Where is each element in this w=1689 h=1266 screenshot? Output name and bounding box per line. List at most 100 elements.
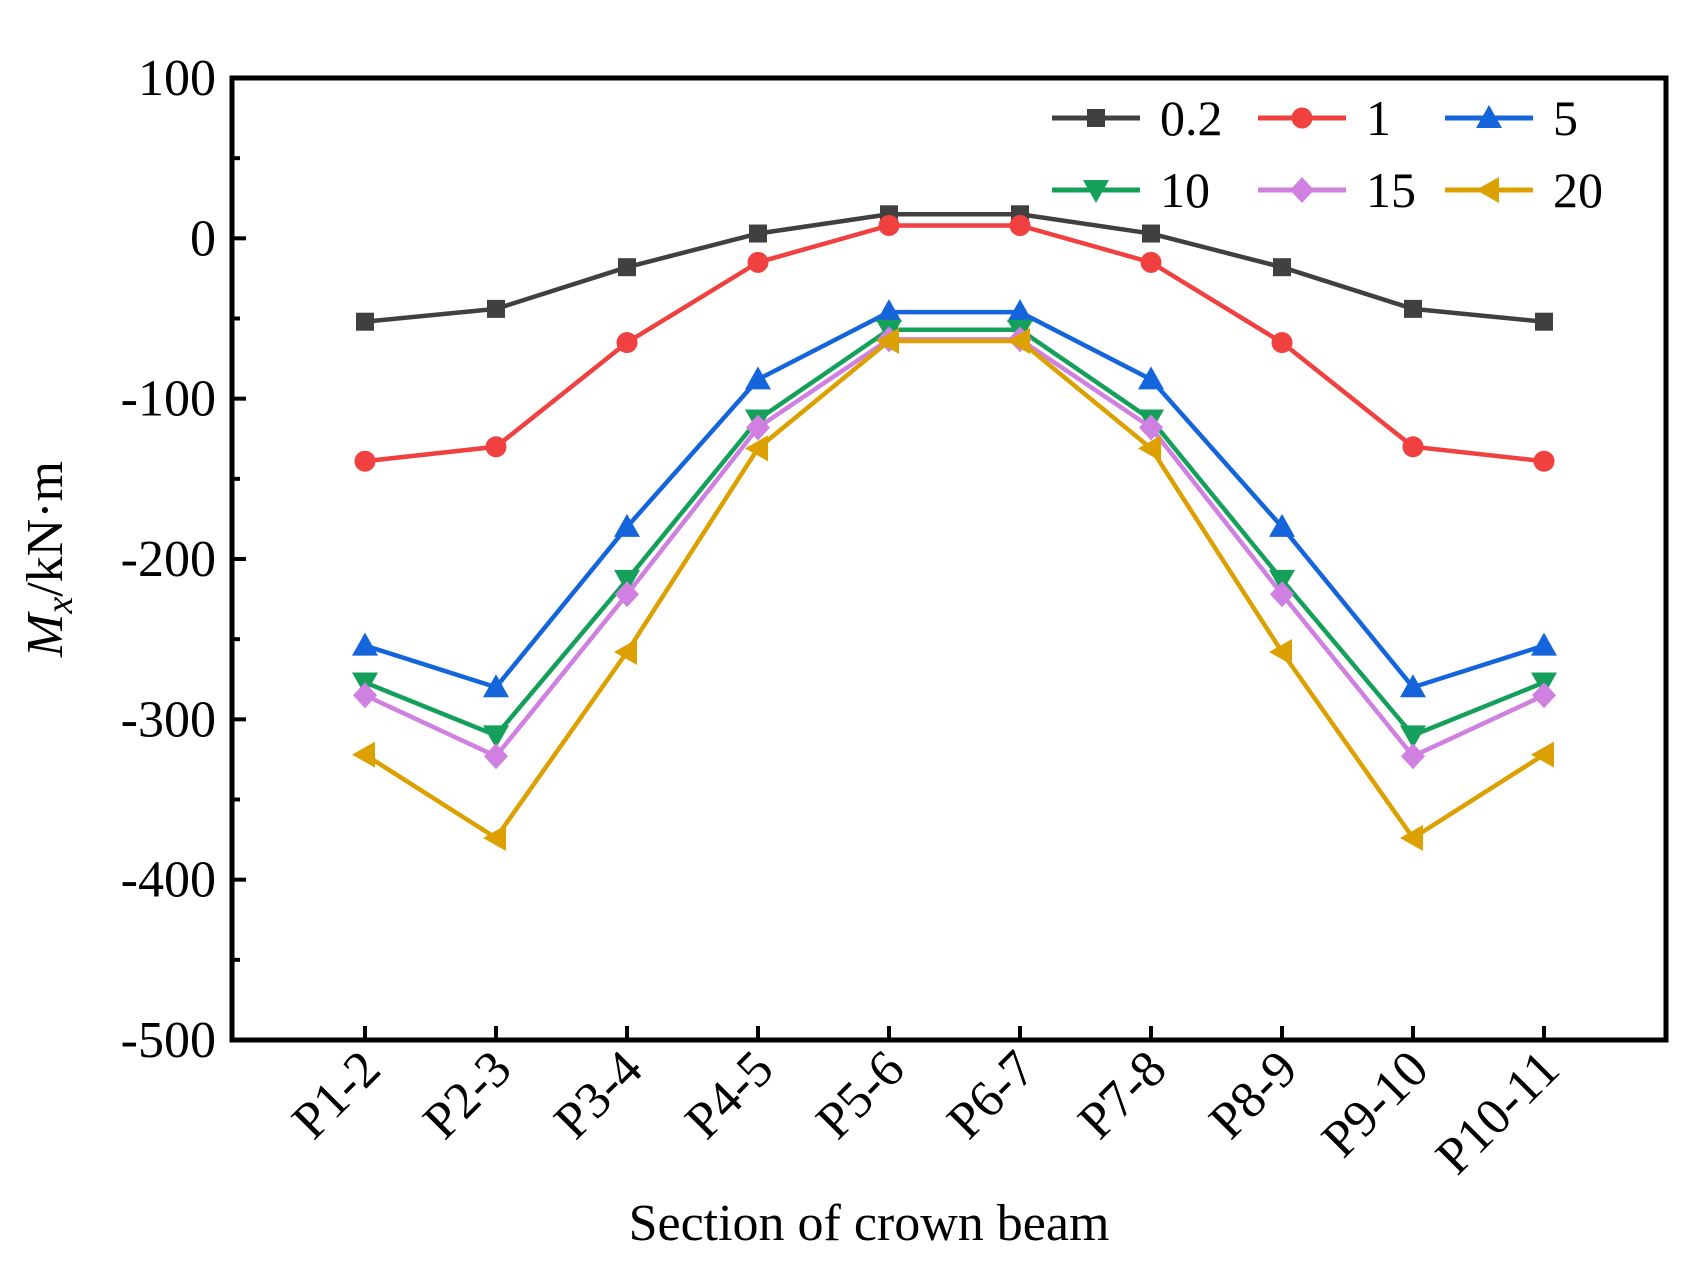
legend: 0.2 1 5 10 15 20 xyxy=(1052,90,1603,218)
legend-item-1: 1 xyxy=(1258,90,1391,146)
data-point xyxy=(876,299,902,323)
data-point xyxy=(1142,224,1160,243)
data-point xyxy=(615,581,639,608)
data-point xyxy=(745,366,771,390)
data-point xyxy=(616,332,638,354)
legend-marker xyxy=(1087,109,1105,127)
legend-marker xyxy=(1290,177,1314,203)
legend-label: 15 xyxy=(1366,162,1416,218)
data-point xyxy=(745,435,768,462)
series-1 xyxy=(354,215,1555,472)
x-tick-label: P4-5 xyxy=(675,1040,785,1150)
x-tick-label: P3-4 xyxy=(544,1040,654,1150)
data-point xyxy=(1531,632,1557,656)
data-point xyxy=(1401,743,1425,770)
x-tick-label: P8-9 xyxy=(1199,1040,1309,1150)
series-0.2 xyxy=(356,205,1553,331)
data-point xyxy=(487,299,505,318)
y-axis-ticks: -500 -400 -300 -200 -100 0 100 xyxy=(121,50,246,1069)
series-line xyxy=(364,337,1545,759)
x-tick-label: P5-6 xyxy=(806,1040,916,1150)
data-point xyxy=(352,632,378,656)
series-10 xyxy=(352,319,1557,749)
series-layer xyxy=(352,205,1557,851)
data-point xyxy=(1140,251,1162,273)
data-point xyxy=(1270,581,1294,608)
data-point xyxy=(356,312,374,331)
data-point xyxy=(878,215,900,237)
y-tick-label: -300 xyxy=(121,691,216,748)
x-tick-label: P9-10 xyxy=(1311,1040,1439,1168)
series-line xyxy=(363,338,1546,841)
data-point xyxy=(1400,674,1426,698)
y-tick-label: -400 xyxy=(121,852,216,909)
legend-item-10: 10 xyxy=(1052,162,1210,218)
data-point xyxy=(1269,513,1295,537)
y-axis-title-subscript: x xyxy=(39,597,81,615)
data-point xyxy=(483,674,509,698)
x-tick-label: P6-7 xyxy=(937,1040,1047,1150)
data-point xyxy=(1271,332,1293,354)
legend-label: 0.2 xyxy=(1160,90,1223,146)
x-axis-title: Section of crown beam xyxy=(629,1195,1110,1252)
data-point xyxy=(876,327,899,354)
x-tick-label: P10-11 xyxy=(1425,1040,1570,1185)
y-tick-label: 100 xyxy=(138,50,216,107)
x-tick-label: P2-3 xyxy=(413,1040,523,1150)
data-point xyxy=(1404,299,1422,318)
data-point xyxy=(1400,725,1426,749)
x-tick-label: P1-2 xyxy=(282,1040,392,1150)
data-point xyxy=(1269,638,1292,665)
data-point xyxy=(352,741,375,768)
data-point xyxy=(1531,741,1554,768)
data-point xyxy=(485,436,507,458)
data-point xyxy=(747,251,769,273)
plot-area-frame xyxy=(229,75,1669,1043)
data-point xyxy=(483,824,506,851)
data-point xyxy=(1009,215,1031,237)
data-point xyxy=(1400,824,1423,851)
series-line xyxy=(364,212,1545,324)
data-point xyxy=(1273,258,1291,277)
data-point xyxy=(484,743,508,770)
y-tick-label: -500 xyxy=(121,1012,216,1069)
data-point xyxy=(618,258,636,277)
series-line xyxy=(364,223,1545,464)
legend-marker xyxy=(1476,177,1499,203)
y-tick-label: -100 xyxy=(121,371,216,428)
legend-item-0.2: 0.2 xyxy=(1052,90,1223,146)
data-point xyxy=(1532,682,1556,709)
data-point xyxy=(614,638,637,665)
y-tick-label: 0 xyxy=(190,210,216,267)
data-point xyxy=(483,725,509,749)
data-point xyxy=(1007,299,1033,323)
legend-label: 1 xyxy=(1366,90,1391,146)
series-5 xyxy=(352,299,1557,698)
x-tick-label: P7-8 xyxy=(1068,1040,1178,1150)
legend-item-20: 20 xyxy=(1445,162,1603,218)
data-point xyxy=(1533,450,1555,472)
data-point xyxy=(1535,312,1553,331)
y-axis-title-main: M xyxy=(17,611,74,658)
data-point xyxy=(1138,435,1161,462)
data-point xyxy=(354,450,376,472)
x-axis-ticks: P1-2 P2-3 P3-4 P4-5 P5-6 P6-7 P7-8 P8-9 P9-10P10… xyxy=(282,1026,1570,1185)
series-15 xyxy=(353,326,1556,770)
y-axis-title: Mx/kN·m xyxy=(17,461,81,658)
legend-marker xyxy=(1476,105,1502,128)
legend-item-5: 5 xyxy=(1445,90,1578,146)
y-tick-label: -200 xyxy=(121,531,216,588)
legend-marker xyxy=(1291,107,1313,129)
data-point xyxy=(1138,366,1164,390)
data-point xyxy=(746,414,770,441)
series-line xyxy=(364,309,1545,690)
y-axis-title-unit: /kN·m xyxy=(17,461,74,597)
data-point xyxy=(1139,414,1163,441)
series-20 xyxy=(352,327,1554,851)
series-line xyxy=(364,327,1545,738)
data-point xyxy=(1402,436,1424,458)
legend-label: 10 xyxy=(1160,162,1210,218)
data-point xyxy=(1007,327,1030,354)
data-point xyxy=(353,682,377,709)
